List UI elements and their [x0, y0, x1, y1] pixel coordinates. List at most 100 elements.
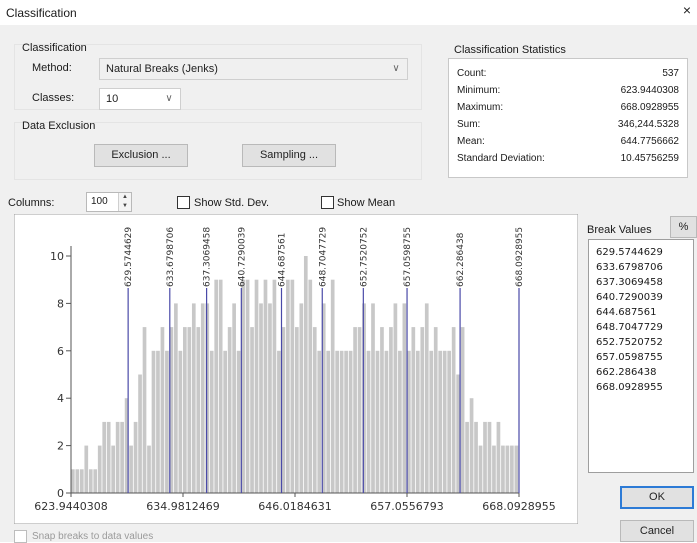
histogram-bar — [299, 303, 304, 493]
histogram-bar — [93, 469, 98, 493]
histogram-bar — [424, 303, 429, 493]
histogram-bar — [223, 350, 227, 493]
histogram-bar — [290, 279, 295, 493]
histogram-bar — [402, 303, 407, 493]
y-tick-label: 8 — [57, 297, 64, 310]
list-item[interactable]: 648.7047729 — [596, 322, 663, 333]
histogram-bar — [357, 327, 362, 493]
columns-spinner[interactable]: 100 ▲ ▼ — [86, 192, 132, 212]
break-label: 648.7047729 — [318, 227, 328, 287]
histogram-bar — [111, 445, 115, 493]
stat-key: Count: — [457, 68, 487, 79]
spin-down-icon[interactable]: ▼ — [122, 203, 128, 209]
list-item[interactable]: 668.0928955 — [596, 382, 663, 393]
histogram-bar — [415, 350, 420, 493]
stat-value: 668.0928955 — [620, 102, 679, 113]
histogram-bar — [380, 327, 384, 493]
statistics-panel: Count: 537 Minimum: 623.9440308 Maximum: 66… — [448, 58, 688, 178]
histogram-bar — [375, 350, 380, 493]
histogram-bar — [79, 469, 84, 493]
histogram-bar — [232, 303, 236, 493]
histogram-bar — [250, 327, 254, 493]
break-values-list[interactable]: 629.5744629 633.6798706 637.3069458 640.… — [588, 239, 694, 473]
break-label: 657.0598755 — [403, 227, 413, 287]
y-tick-label: 4 — [57, 392, 64, 405]
histogram-bar — [165, 350, 169, 493]
show-mean-checkbox[interactable] — [321, 196, 334, 209]
stat-key: Maximum: — [457, 102, 504, 113]
stat-value: 10.45756259 — [620, 153, 679, 164]
ok-button[interactable]: OK — [620, 486, 694, 509]
histogram-chart[interactable]: 0 2 4 6 8 10 623.9440308 634.9812469 646.0184631… — [14, 214, 578, 524]
break-label: 637.3069458 — [203, 227, 213, 287]
list-item[interactable]: 644.687561 — [596, 307, 657, 318]
histogram-bar — [348, 350, 353, 493]
histogram-bar — [371, 303, 375, 493]
method-value: Natural Breaks (Jenks) — [106, 63, 218, 75]
list-item[interactable]: 657.0598755 — [596, 352, 663, 363]
y-tick-label: 6 — [57, 345, 64, 358]
histogram-bar — [411, 327, 416, 493]
histogram-bar — [196, 327, 201, 493]
histogram-bar — [286, 279, 290, 493]
sampling-button[interactable]: Sampling ... — [242, 144, 336, 167]
histogram-bar — [487, 421, 492, 493]
break-label: 652.7520752 — [359, 227, 369, 287]
histogram-bar — [124, 398, 129, 493]
list-item[interactable]: 662.286438 — [596, 367, 657, 378]
columns-label: Columns: — [8, 197, 55, 209]
method-label: Method: — [32, 62, 72, 74]
histogram-bar — [492, 445, 496, 493]
data-exclusion-group — [14, 122, 422, 180]
close-icon[interactable]: × — [682, 2, 692, 18]
list-item[interactable]: 629.5744629 — [596, 247, 663, 258]
histogram-bar — [460, 327, 465, 493]
list-item[interactable]: 652.7520752 — [596, 337, 663, 348]
statistics-group-label: Classification Statistics — [454, 44, 566, 56]
histogram-bar — [120, 421, 124, 493]
histogram-bar — [474, 421, 478, 493]
histogram-bar — [241, 279, 245, 493]
histogram-bar — [303, 256, 308, 493]
x-tick-label: 657.0556793 — [370, 500, 443, 513]
histogram-bar — [393, 303, 398, 493]
snap-breaks-label: Snap breaks to data values — [32, 531, 154, 542]
stat-row-maximum: Maximum: 668.0928955 — [457, 101, 679, 115]
histogram-bar — [447, 350, 451, 493]
histogram-bar — [429, 350, 434, 493]
histogram-bar — [339, 350, 344, 493]
list-item[interactable]: 637.3069458 — [596, 277, 663, 288]
exclusion-button[interactable]: Exclusion ... — [94, 144, 188, 167]
histogram-bar — [281, 327, 286, 493]
histogram-bar — [106, 421, 111, 493]
histogram-bar — [295, 327, 299, 493]
stat-key: Standard Deviation: — [457, 153, 545, 164]
x-tick-label: 623.9440308 — [34, 500, 107, 513]
show-mean-label: Show Mean — [337, 197, 396, 209]
spinner-arrows[interactable]: ▲ ▼ — [118, 193, 131, 211]
y-tick-label: 10 — [50, 250, 64, 263]
histogram-bar — [366, 350, 371, 493]
histogram-bar — [259, 303, 263, 493]
histogram-bar — [514, 445, 519, 493]
cancel-button[interactable]: Cancel — [620, 520, 694, 542]
method-dropdown[interactable]: Natural Breaks (Jenks) ∨ — [99, 58, 408, 80]
spin-up-icon[interactable]: ▲ — [122, 194, 128, 200]
snap-breaks-checkbox[interactable] — [14, 530, 27, 543]
histogram-bar — [156, 350, 160, 493]
x-tick-label: 634.9812469 — [146, 500, 219, 513]
histogram-bar — [205, 303, 210, 493]
histogram-bar — [451, 327, 456, 493]
histogram-bar — [321, 303, 326, 493]
list-item[interactable]: 633.6798706 — [596, 262, 663, 273]
percent-button[interactable]: % — [670, 216, 697, 238]
histogram-bar — [362, 303, 366, 493]
histogram-bar — [469, 398, 474, 493]
show-std-dev-checkbox[interactable] — [177, 196, 190, 209]
histogram-bar — [353, 327, 357, 493]
classes-dropdown[interactable]: 10 ∨ — [99, 88, 181, 110]
histogram-bar — [505, 445, 510, 493]
show-std-dev-label: Show Std. Dev. — [194, 197, 269, 209]
histogram-bar — [209, 350, 214, 493]
list-item[interactable]: 640.7290039 — [596, 292, 663, 303]
